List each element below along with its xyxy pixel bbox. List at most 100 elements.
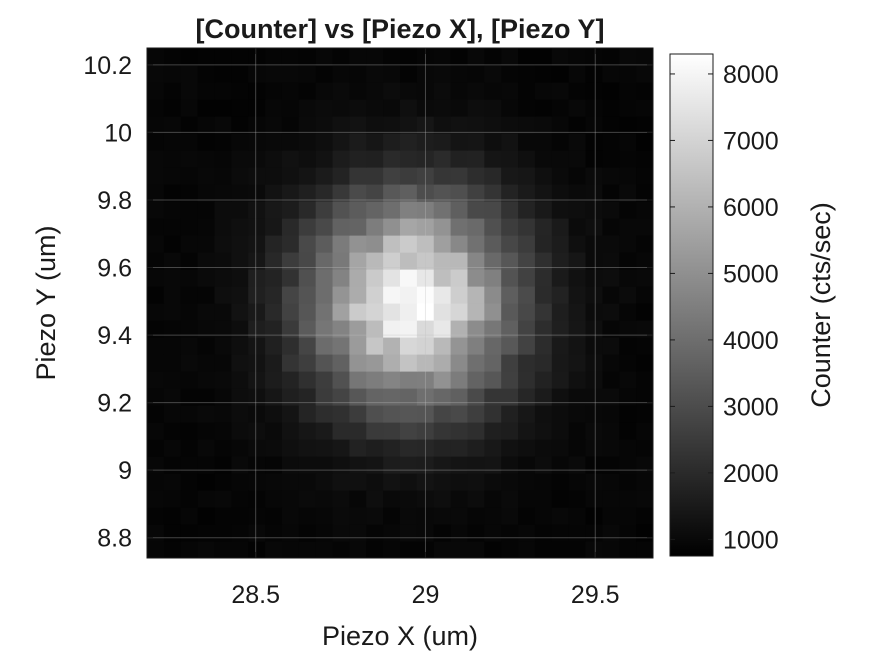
heatmap-cell (315, 422, 334, 440)
heatmap-cell (315, 116, 334, 134)
heatmap-cell (568, 473, 587, 491)
heatmap-cell (332, 116, 350, 134)
heatmap-cell (551, 201, 570, 219)
heatmap-cell (332, 439, 350, 457)
heatmap-cell (551, 65, 570, 83)
heatmap-cell (383, 252, 401, 270)
heatmap-cell (534, 201, 553, 219)
heatmap-cell (383, 133, 401, 151)
heatmap-cell (602, 337, 620, 355)
heatmap-cell (602, 541, 620, 558)
heatmap-cell (383, 116, 401, 134)
heatmap-cell (298, 320, 317, 338)
heatmap-cell (147, 235, 165, 253)
heatmap-cell (366, 201, 384, 219)
heatmap-cell (501, 473, 519, 491)
heatmap-cell (518, 48, 536, 66)
heatmap-cell (551, 320, 570, 338)
heatmap-cell (484, 524, 502, 542)
heatmap-cell (433, 133, 452, 151)
heatmap-cell (467, 303, 485, 321)
heatmap-cell (518, 456, 536, 474)
colorbar-axis: 1000 2000 3000 4000 5000 6000 7000 8000 (670, 61, 779, 554)
heatmap-cell (281, 473, 300, 491)
heatmap-cell (467, 133, 485, 151)
heatmap-cell (551, 235, 570, 253)
heatmap-cell (619, 320, 637, 338)
heatmap-cell (416, 99, 435, 117)
heatmap-cell (265, 541, 283, 558)
heatmap-cell (298, 184, 317, 202)
heatmap-cell (518, 303, 536, 321)
heatmap-cell (534, 218, 553, 236)
heatmap-cell (366, 269, 384, 287)
heatmap-cell (518, 388, 536, 406)
heatmap-cell (180, 82, 199, 100)
heatmap-cell (568, 201, 587, 219)
heatmap-cell (501, 337, 519, 355)
heatmap-cell (636, 150, 653, 168)
heatmap-cell (416, 439, 435, 457)
heatmap-cell (298, 65, 317, 83)
heatmap-cell (281, 371, 300, 389)
heatmap-cell (551, 490, 570, 508)
heatmap-cell (619, 235, 637, 253)
heatmap-cell (265, 337, 283, 355)
heatmap-cell (416, 269, 435, 287)
heatmap-cell (180, 116, 199, 134)
heatmap-cell (214, 184, 232, 202)
heatmap-cell (366, 507, 384, 525)
heatmap-cell (568, 524, 587, 542)
heatmap-cell (416, 388, 435, 406)
heatmap-cell (551, 133, 570, 151)
heatmap-cell (163, 490, 182, 508)
heatmap-cell (619, 150, 637, 168)
heatmap-cell (518, 354, 536, 372)
heatmap-cell (518, 490, 536, 508)
heatmap-cell (163, 541, 182, 558)
heatmap-cell (315, 456, 334, 474)
heatmap-cell (383, 337, 401, 355)
heatmap-cell (383, 473, 401, 491)
heatmap-cell (214, 337, 232, 355)
heatmap-cell (366, 490, 384, 508)
heatmap-cell (450, 405, 469, 423)
heatmap-cell (349, 201, 367, 219)
heatmap-cell (349, 422, 367, 440)
heatmap-cell (248, 167, 266, 185)
heatmap-cell (349, 116, 367, 134)
heatmap-cell (416, 235, 435, 253)
heatmap-cell (163, 218, 182, 236)
heatmap-cell (518, 150, 536, 168)
heatmap-cell (568, 303, 587, 321)
heatmap-cell (636, 320, 653, 338)
heatmap-cell (163, 422, 182, 440)
heatmap-cell (281, 388, 300, 406)
heatmap-cell (163, 388, 182, 406)
heatmap-cell (248, 422, 266, 440)
heatmap-cell (214, 303, 232, 321)
heatmap-cell (534, 507, 553, 525)
heatmap-cell (416, 473, 435, 491)
heatmap-cell (484, 439, 502, 457)
heatmap-cell (248, 490, 266, 508)
heatmap-cell (298, 303, 317, 321)
heatmap-cell (416, 507, 435, 525)
heatmap-cell (416, 337, 435, 355)
heatmap-cell (147, 303, 165, 321)
heatmap-cell (400, 473, 418, 491)
heatmap-cell (619, 167, 637, 185)
heatmap-cell (484, 388, 502, 406)
heatmap-cell (518, 184, 536, 202)
heatmap-cell (467, 82, 485, 100)
heatmap-cell (214, 201, 232, 219)
heatmap-cell (484, 82, 502, 100)
heatmap-cell (433, 286, 452, 304)
heatmap-cell (332, 354, 350, 372)
heatmap-cell (551, 507, 570, 525)
heatmap-cell (602, 269, 620, 287)
heatmap-cell (636, 405, 653, 423)
heatmap-cell (534, 354, 553, 372)
heatmap-cell (636, 456, 653, 474)
heatmap-cell (619, 303, 637, 321)
